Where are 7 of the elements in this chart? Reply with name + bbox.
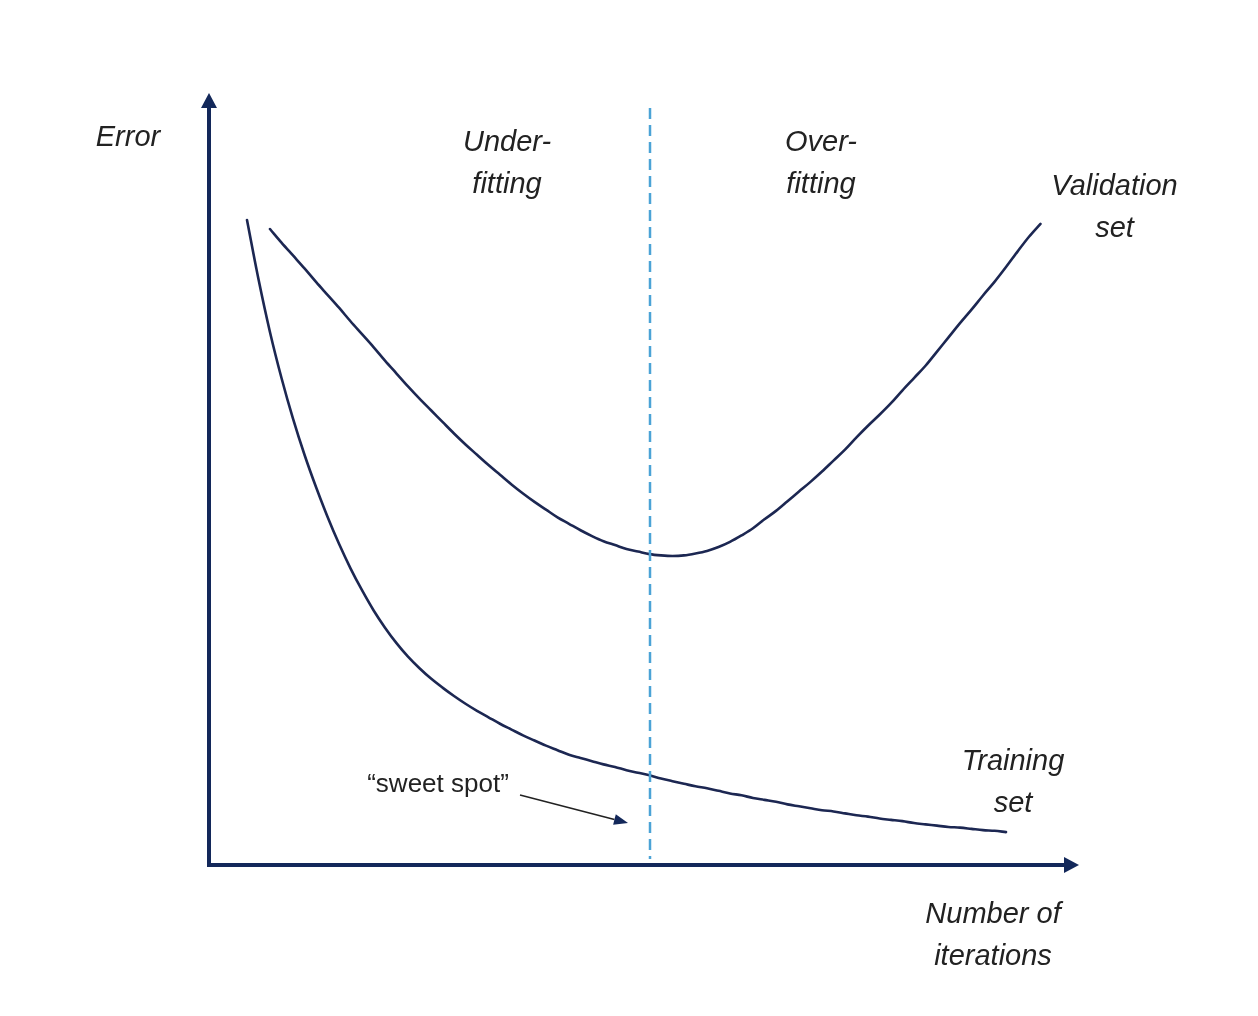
- series-label: Training set: [961, 744, 1065, 819]
- series-label: Validation set: [1051, 168, 1178, 243]
- x-axis-title: Number of iterations: [925, 897, 1064, 972]
- text: Over-fitting: [785, 125, 857, 200]
- annotation: “sweet spot”: [367, 768, 509, 799]
- y-axis-title: Error: [95, 120, 162, 153]
- text: Under-fitting: [462, 125, 552, 200]
